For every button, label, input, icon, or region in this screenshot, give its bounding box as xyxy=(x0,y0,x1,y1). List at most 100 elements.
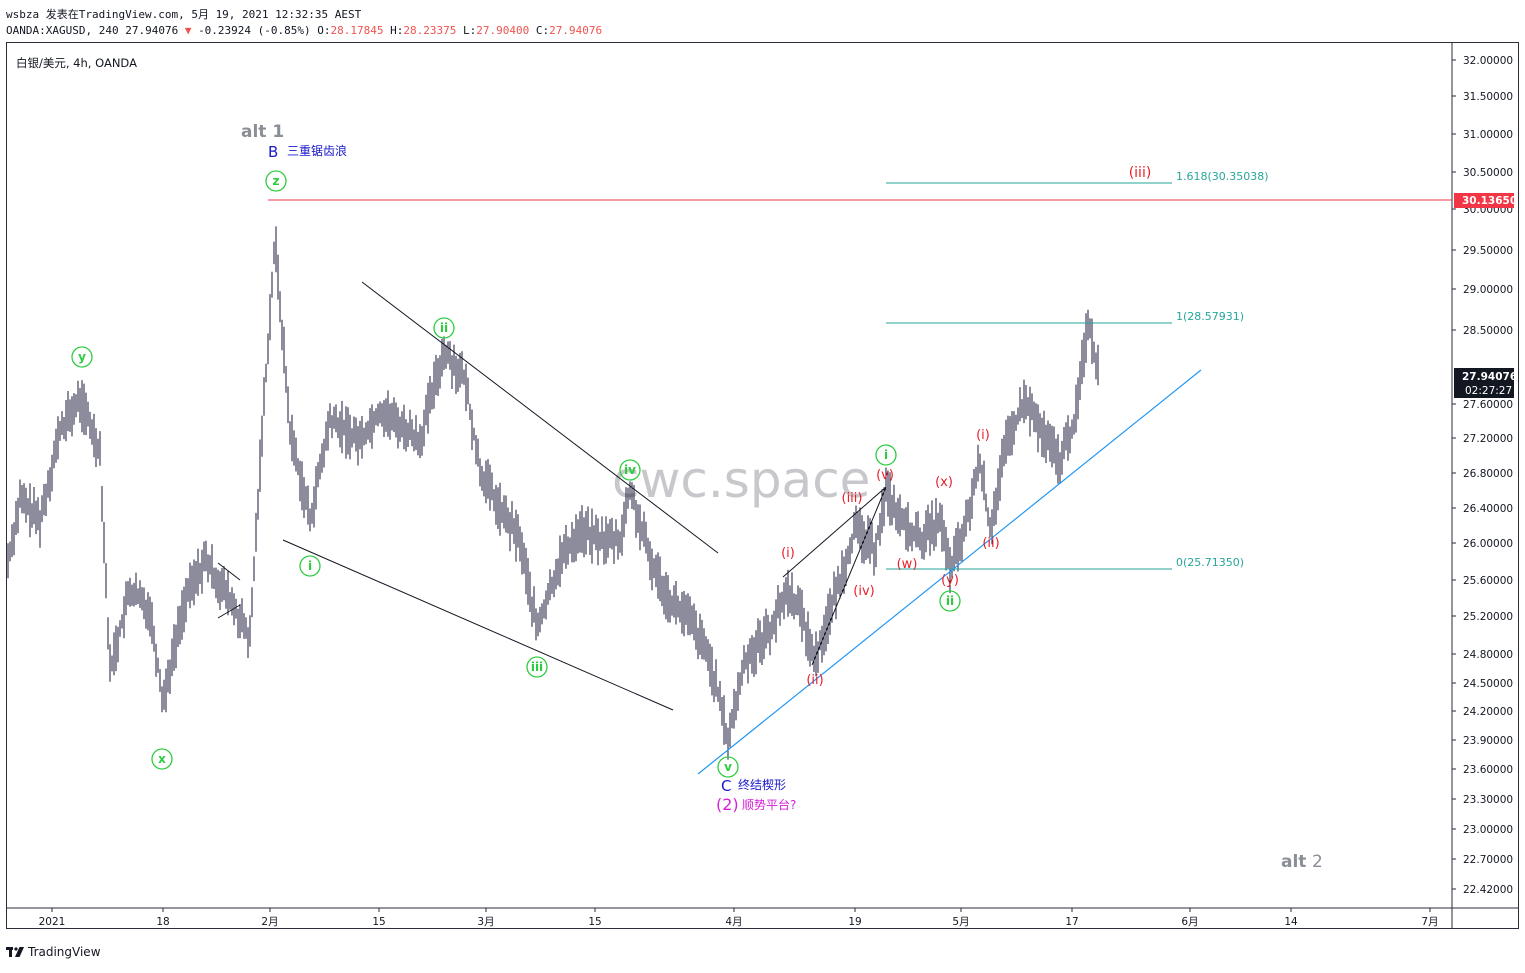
wave-label-circle xyxy=(875,444,897,466)
wave-label-red-w: (w) xyxy=(897,557,918,572)
wave-label-circle xyxy=(717,756,739,778)
chart-frame[interactable] xyxy=(6,42,1519,929)
time-tick-label: 3月 xyxy=(477,916,494,928)
wave-label-red-ii: (ii) xyxy=(806,673,823,688)
wave-label-red-i: (i) xyxy=(781,546,795,561)
wave-label-i: i xyxy=(308,559,312,573)
alt1-label: alt 1 xyxy=(241,122,284,142)
trend-support-line[interactable] xyxy=(697,369,1202,775)
wave-label-ii: ii xyxy=(440,321,448,335)
price-tick-label: 25.20000 xyxy=(1463,611,1513,623)
price-tick-label: 22.70000 xyxy=(1463,854,1513,866)
low-label: L: xyxy=(463,24,477,37)
high-value: 28.23375 xyxy=(403,24,457,37)
wave-label-red-v: (v) xyxy=(876,468,894,483)
wave-label-circle xyxy=(526,656,548,678)
wave-label-v: v xyxy=(724,760,732,774)
wave-label-i-2: i xyxy=(884,448,888,462)
price-tick-label: 23.30000 xyxy=(1463,794,1513,806)
wave-label-ii-2: ii xyxy=(946,594,954,608)
ohlc-bar: OANDA:XAGUSD, 240 27.94076 ▼ -0.23924 (-… xyxy=(6,24,602,37)
wave-label-red-iii: (iii) xyxy=(842,491,863,506)
wave-label-circle xyxy=(433,317,455,339)
symbol-label: 白银/美元, 4h, OANDA xyxy=(16,56,137,70)
down-arrow-icon: ▼ xyxy=(184,24,192,37)
wave-label-y: y xyxy=(78,350,86,364)
price-tick-label: 23.90000 xyxy=(1463,735,1513,747)
alt2-number: 2 xyxy=(1312,852,1323,872)
price-tick-label: 30.50000 xyxy=(1463,167,1513,179)
price-tick-label: 24.80000 xyxy=(1463,649,1513,661)
price-tick-label: 24.20000 xyxy=(1463,706,1513,718)
price-tick-label: 26.80000 xyxy=(1463,468,1513,480)
time-tick-label: 4月 xyxy=(725,916,742,928)
price-tick-label: 31.50000 xyxy=(1463,91,1513,103)
low-value: 27.90400 xyxy=(476,24,530,37)
fib-label-1618: 1.618(30.35038) xyxy=(1176,170,1269,183)
time-tick-label: 17 xyxy=(1065,916,1078,928)
high-label: H: xyxy=(390,24,404,37)
wave-label-iv: iv xyxy=(624,463,636,477)
wave-label-iii: iii xyxy=(531,660,543,674)
wave-label-red-ii-2: (ii) xyxy=(982,536,999,551)
footer-brand[interactable]: TradingView xyxy=(6,945,101,959)
wave-label-circle xyxy=(619,459,641,481)
wave-label-circle xyxy=(299,555,321,577)
countdown-text: 02:27:27 xyxy=(1465,385,1512,397)
price-tick-label: 26.40000 xyxy=(1463,503,1513,515)
price-tick-label: 22.42000 xyxy=(1463,884,1513,896)
triple-zigzag-label: 三重锯齿浪 xyxy=(287,143,347,158)
flat-question-label: 顺势平台? xyxy=(742,797,796,812)
ending-diagonal-label: 终结楔形 xyxy=(738,777,786,792)
price-tick-label: 24.50000 xyxy=(1463,678,1513,690)
wedge-upper-line[interactable] xyxy=(782,486,887,578)
candles xyxy=(7,226,1099,760)
price-tick-label: 32.00000 xyxy=(1463,55,1513,67)
open-label: O: xyxy=(317,24,331,37)
wave-label-circle xyxy=(71,346,93,368)
fib-label-0: 0(25.71350) xyxy=(1176,556,1244,569)
price-axis[interactable]: 32.0000031.5000031.0000030.5000030.00000… xyxy=(1452,55,1513,896)
tradingview-logo-icon xyxy=(6,947,24,957)
publish-info: wsbza 发表在TradingView.com, 5月 19, 2021 12… xyxy=(6,8,362,21)
price-tick-label: 28.50000 xyxy=(1463,325,1513,337)
wave-C-label: C xyxy=(721,777,731,795)
time-tick-label: 14 xyxy=(1284,916,1298,928)
last-price-badge xyxy=(1454,368,1514,398)
price-tick-label: 25.60000 xyxy=(1463,575,1513,587)
close-value: 27.94076 xyxy=(549,24,603,37)
fib-label-1: 1(28.57931) xyxy=(1176,310,1244,323)
small-triangle-lower[interactable] xyxy=(217,604,241,619)
wave-label-circle xyxy=(265,170,287,192)
price-tick-label: 27.60000 xyxy=(1463,399,1513,411)
price-tick-label: 23.00000 xyxy=(1463,824,1513,836)
wave-label-x: x xyxy=(158,752,166,766)
price-tick-label: 23.60000 xyxy=(1463,764,1513,776)
symbol-info: OANDA:XAGUSD, 240 27.94076 xyxy=(6,24,179,37)
channel-upper-line[interactable] xyxy=(361,281,719,554)
tradingview-brand: TradingView xyxy=(28,945,101,959)
wave-label-red-iii-target: (iii) xyxy=(1129,165,1152,181)
time-axis[interactable]: 2021 18 2月 15 3月 15 4月 19 5月 17 6月 14 7月 xyxy=(39,908,1439,928)
wave-B-label: B xyxy=(268,143,278,161)
time-tick-label: 7月 xyxy=(1421,916,1438,928)
channel-lower-line[interactable] xyxy=(282,539,674,711)
wedge-lower-line[interactable] xyxy=(811,486,887,666)
last-price-text: 27.94076 xyxy=(1462,371,1517,383)
price-tick-label: 29.50000 xyxy=(1463,245,1513,257)
wave-label-circle xyxy=(939,590,961,612)
time-tick-label: 19 xyxy=(848,916,861,928)
small-triangle-upper[interactable] xyxy=(217,562,241,581)
resistance-price-badge xyxy=(1454,193,1514,208)
close-label: C: xyxy=(535,24,550,37)
price-tick-label: 29.00000 xyxy=(1463,284,1513,296)
wave-2-label: (2) xyxy=(716,795,739,814)
wave-label-circle xyxy=(151,748,173,770)
alt2-label: alt xyxy=(1281,852,1306,872)
time-tick-label: 5月 xyxy=(952,916,969,928)
time-tick-label: 15 xyxy=(588,916,601,928)
time-tick-label: 2021 xyxy=(39,916,66,928)
time-tick-label: 6月 xyxy=(1181,916,1198,928)
wave-label-red-x: (x) xyxy=(935,475,953,490)
